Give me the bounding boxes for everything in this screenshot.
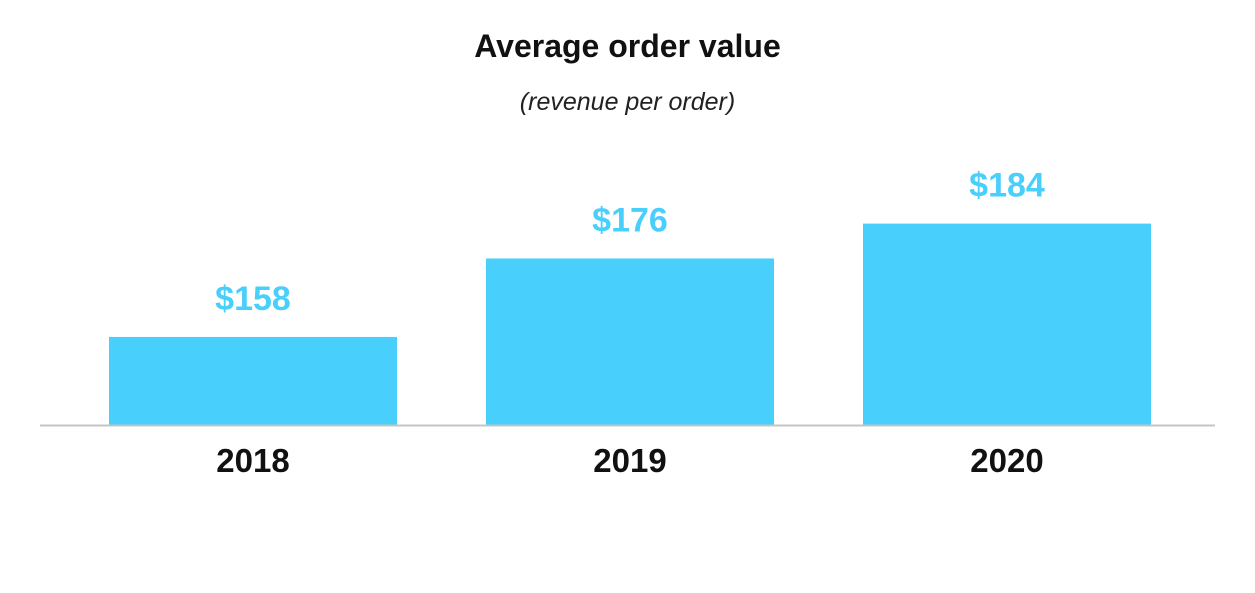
bar-2020 bbox=[863, 223, 1151, 425]
category-label-2020: 2020 bbox=[970, 442, 1043, 479]
value-label-2019: $176 bbox=[592, 201, 668, 239]
value-label-2020: $184 bbox=[969, 167, 1045, 205]
chart-title: Average order value bbox=[474, 28, 781, 64]
bars-group bbox=[109, 223, 1151, 425]
bar-2018 bbox=[109, 336, 397, 425]
value-label-2018: $158 bbox=[215, 280, 291, 318]
category-label-2019: 2019 bbox=[593, 442, 666, 479]
labels-group: $158 2018 $176 2019 $184 2020 bbox=[215, 167, 1045, 479]
category-label-2018: 2018 bbox=[216, 442, 289, 479]
bar-2019 bbox=[486, 258, 774, 425]
chart-subtitle: (revenue per order) bbox=[519, 88, 736, 116]
